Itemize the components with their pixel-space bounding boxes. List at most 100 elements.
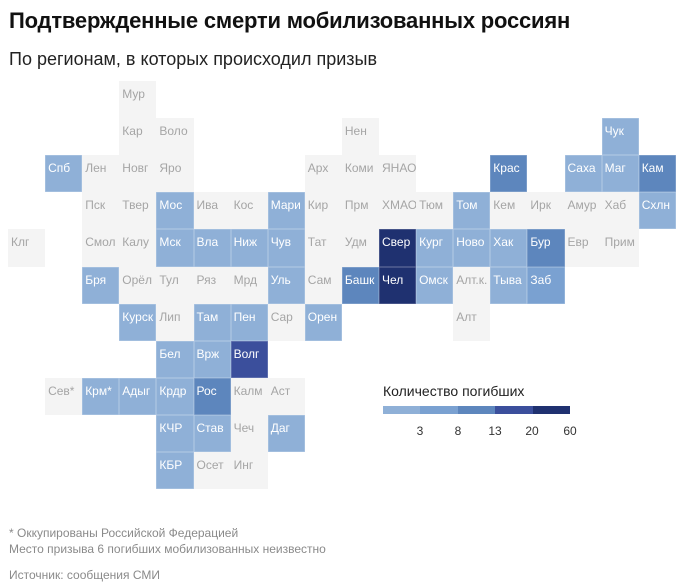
- region-tile: Инг: [230, 452, 268, 490]
- region-tile: ЯНАО: [379, 155, 416, 193]
- note-unknown: Место призыва 6 погибших мобилизованных …: [9, 542, 326, 556]
- region-tile: Хак: [490, 229, 528, 267]
- region-tile: Смол: [82, 229, 120, 267]
- region-tile: Бря: [82, 266, 120, 304]
- region-tile: Заб: [527, 266, 565, 304]
- region-tile: Став: [193, 414, 231, 453]
- region-tile: Хаб: [601, 192, 639, 230]
- region-tile: Арх: [304, 155, 342, 193]
- region-tile: Клг: [8, 229, 46, 267]
- legend-tick: 8: [454, 424, 462, 438]
- region-tile: Крас: [490, 155, 528, 193]
- region-tile: Ряз: [193, 266, 231, 304]
- region-tile: Крм*: [82, 377, 120, 415]
- legend-color-scale: [383, 406, 570, 414]
- legend-swatch-5: [532, 406, 570, 414]
- region-tile: Волг: [230, 340, 268, 378]
- legend-swatch-2: [420, 406, 458, 414]
- region-tile: Лип: [156, 303, 194, 341]
- legend-swatch-4: [495, 406, 533, 414]
- region-tile: Тат: [304, 229, 342, 267]
- region-tile: Амур: [564, 192, 602, 230]
- region-tile: Ниж: [230, 229, 268, 267]
- region-tile: Сам: [304, 266, 342, 304]
- legend-tick: 60: [563, 424, 577, 438]
- region-tile: Нен: [341, 118, 380, 156]
- region-tile: Бур: [527, 229, 565, 267]
- region-tile: Евр: [564, 229, 602, 267]
- region-tile: Чук: [601, 118, 639, 156]
- region-tile: Удм: [341, 229, 380, 267]
- region-tile: Вла: [193, 229, 231, 267]
- region-tile: Новг: [119, 155, 157, 193]
- region-tile: Там: [193, 303, 231, 341]
- region-tile: Чув: [267, 229, 305, 267]
- region-tile: Тыва: [490, 266, 528, 304]
- region-tile: Башк: [341, 266, 380, 304]
- region-tile: Спб: [45, 155, 83, 193]
- region-tile: Крдр: [156, 377, 194, 415]
- region-tile: Кир: [304, 192, 342, 230]
- chart-subtitle: По регионам, в которых происходил призыв: [9, 49, 378, 69]
- chart-title: Подтвержденные смерти мобилизованных рос…: [9, 8, 571, 33]
- region-tile: Мари: [267, 192, 305, 230]
- region-tile: Ива: [193, 192, 231, 230]
- region-tile: Аст: [267, 377, 305, 415]
- region-tile: ХМАО: [379, 192, 417, 230]
- legend-title: Количество погибших: [383, 383, 525, 399]
- region-tile: Тюм: [416, 192, 454, 230]
- region-tile: Кос: [230, 192, 268, 230]
- source-note: Источник: сообщения СМИ: [9, 568, 160, 582]
- region-tile: Кам: [638, 155, 676, 193]
- legend-tick: 3: [416, 424, 424, 438]
- region-tile: Врж: [193, 340, 231, 378]
- region-tile: Схлн: [638, 192, 676, 230]
- region-tile: Орёл: [119, 266, 157, 304]
- region-tile: Ново: [453, 229, 491, 267]
- region-tile: Кург: [416, 229, 454, 267]
- legend-swatch-3: [457, 406, 496, 414]
- region-tile: Тул: [156, 266, 194, 304]
- region-tile: Адыг: [119, 377, 157, 415]
- region-tile: Курск: [119, 303, 157, 341]
- legend-tick: 13: [488, 424, 502, 438]
- region-tile: Мск: [156, 229, 194, 267]
- region-tile: Ирк: [527, 192, 565, 230]
- region-tile: Воло: [156, 118, 194, 156]
- region-tile: Мур: [119, 81, 157, 119]
- region-tile: Кем: [490, 192, 528, 230]
- region-tile: Лен: [82, 155, 120, 193]
- region-tile: Мрд: [230, 266, 268, 304]
- region-tile: Чел: [379, 266, 417, 304]
- region-tile: Коми: [341, 155, 380, 193]
- legend-tick: 20: [525, 424, 539, 438]
- region-tile: Мос: [156, 192, 194, 230]
- region-tile: Маг: [601, 155, 639, 193]
- region-tile: Калм: [230, 377, 268, 415]
- region-tile: Осет: [193, 452, 231, 490]
- region-tile: Пск: [82, 192, 120, 230]
- region-tile: Орен: [304, 303, 342, 341]
- region-tile: Прим: [601, 229, 639, 267]
- region-tile: Сев*: [45, 377, 83, 415]
- region-tile: Свер: [379, 229, 417, 267]
- region-tile: Алт: [453, 303, 491, 341]
- region-tile: Твер: [119, 192, 157, 230]
- region-tile: Чеч: [230, 414, 268, 453]
- region-tile: Сар: [267, 303, 305, 341]
- region-tile: Бел: [156, 340, 194, 378]
- legend-swatch-1: [383, 406, 421, 414]
- region-tile: Омск: [416, 266, 454, 304]
- region-tile: КЧР: [156, 414, 194, 453]
- region-tile: Яро: [156, 155, 194, 193]
- region-tile: Даг: [267, 414, 305, 453]
- region-tile: Алт.к.: [453, 266, 491, 304]
- region-tile: Кар: [119, 118, 157, 156]
- region-tile: КБР: [156, 452, 194, 490]
- region-tile: Саха: [564, 155, 602, 193]
- region-tile: Пен: [230, 303, 268, 341]
- region-tile: Уль: [267, 266, 305, 304]
- region-tile: Прм: [341, 192, 380, 230]
- region-tile: Том: [453, 192, 491, 230]
- region-tile: Калу: [119, 229, 157, 267]
